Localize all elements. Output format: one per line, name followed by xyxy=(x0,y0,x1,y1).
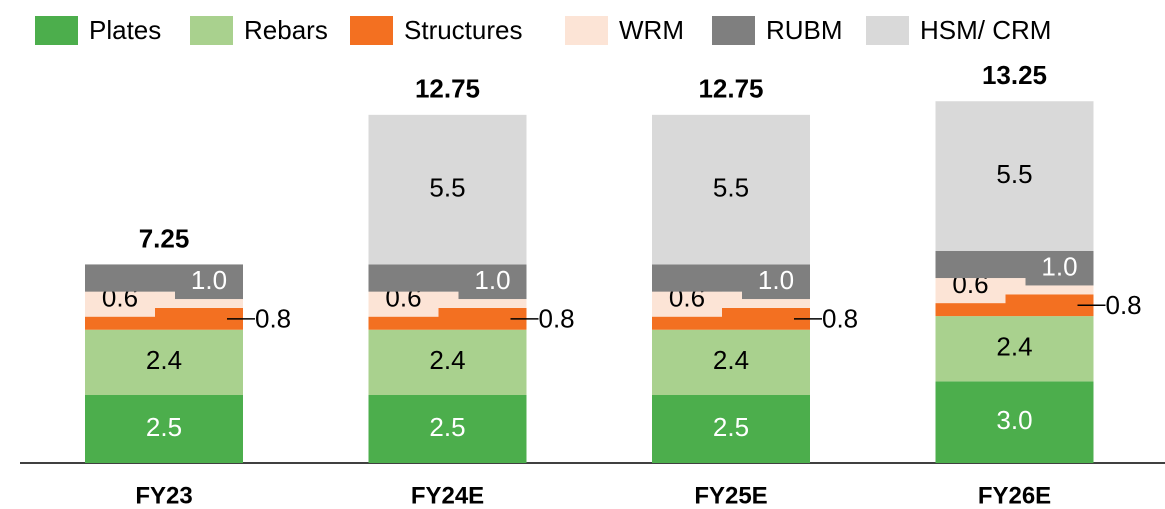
data-label: 5.5 xyxy=(429,173,465,203)
data-label: 2.4 xyxy=(713,345,749,375)
data-label: 2.5 xyxy=(429,412,465,442)
legend-label: HSM/ CRM xyxy=(920,15,1051,45)
x-tick-label: FY26E xyxy=(978,482,1051,509)
legend-swatch xyxy=(866,16,909,45)
legend-swatch xyxy=(565,16,608,45)
data-label: 0.8 xyxy=(1106,290,1142,320)
legend-swatch xyxy=(190,16,233,45)
total-label: 12.75 xyxy=(415,74,480,104)
data-label: 0.8 xyxy=(539,304,575,334)
legend-swatch xyxy=(350,16,393,45)
bar-segment xyxy=(935,101,1094,251)
label-box xyxy=(458,265,527,300)
legend-label: Structures xyxy=(404,15,523,45)
bar-segment xyxy=(652,329,810,395)
x-tick-label: FY23 xyxy=(135,482,192,509)
total-label: 12.75 xyxy=(698,74,763,104)
data-label: 1.0 xyxy=(758,265,794,295)
data-label: 0.8 xyxy=(255,304,291,334)
data-label: 1.0 xyxy=(191,265,227,295)
legend-swatch xyxy=(712,16,755,45)
legend-label: Plates xyxy=(89,15,161,45)
legend-swatch xyxy=(35,16,78,45)
bar-segment xyxy=(368,329,527,395)
data-label: 5.5 xyxy=(996,159,1032,189)
label-box xyxy=(742,265,810,300)
x-tick-label: FY25E xyxy=(694,482,767,509)
label-box xyxy=(1025,251,1094,286)
total-label: 13.25 xyxy=(982,60,1047,90)
bar-segment xyxy=(652,395,810,463)
legend-label: WRM xyxy=(619,15,684,45)
bar-segment xyxy=(935,381,1094,463)
bar-segment xyxy=(85,329,243,395)
data-label: 2.5 xyxy=(146,412,182,442)
data-label: 1.0 xyxy=(474,265,510,295)
legend-label: RUBM xyxy=(766,15,843,45)
data-label: 5.5 xyxy=(713,173,749,203)
bar-segment xyxy=(85,395,243,463)
x-tick-label: FY24E xyxy=(411,482,484,509)
legend-label: Rebars xyxy=(244,15,328,45)
data-label: 0.8 xyxy=(822,304,858,334)
data-label: 2.4 xyxy=(146,345,182,375)
bar-segment xyxy=(935,316,1094,382)
bar-segment xyxy=(652,114,810,265)
data-label: 3.0 xyxy=(996,405,1032,435)
data-label: 1.0 xyxy=(1041,251,1077,281)
total-label: 7.25 xyxy=(139,223,190,253)
data-label: 2.5 xyxy=(713,412,749,442)
data-label: 2.4 xyxy=(996,332,1032,362)
label-box xyxy=(175,265,243,300)
bar-segment xyxy=(368,395,527,463)
data-label: 2.4 xyxy=(429,345,465,375)
bar-segment xyxy=(368,114,527,265)
